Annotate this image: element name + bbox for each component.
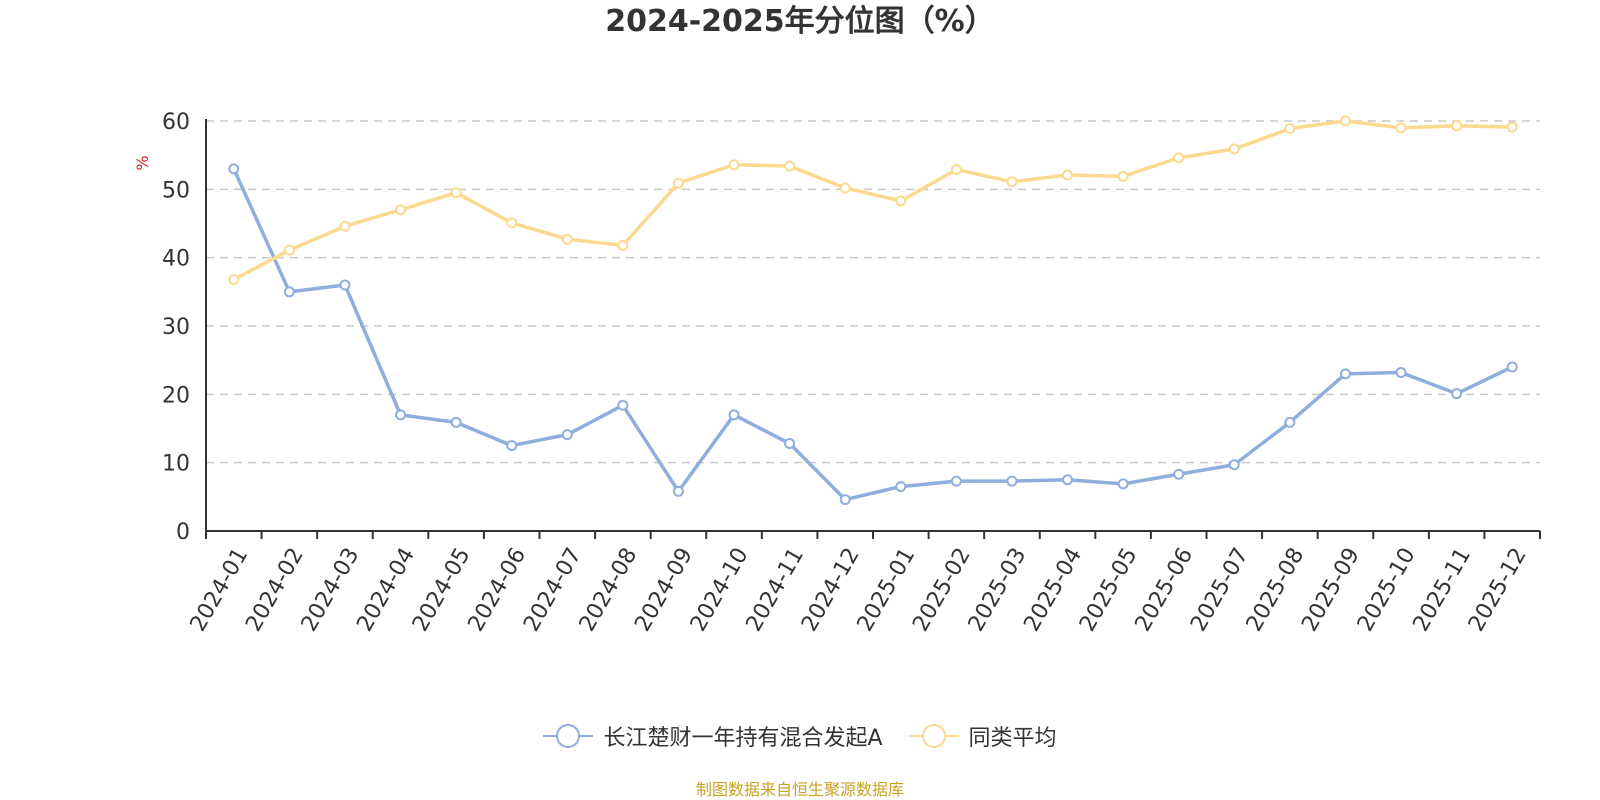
data-point-series-1 [506, 217, 518, 229]
data-point-series-0 [1284, 416, 1296, 428]
data-point-series-0 [1395, 366, 1407, 378]
data-point-series-1 [1284, 123, 1296, 135]
data-point-series-0 [1339, 368, 1351, 380]
data-point-series-0 [506, 440, 518, 452]
y-axis-label: % [133, 155, 152, 170]
y-tick-label: 40 [162, 247, 190, 272]
data-point-series-0 [1173, 468, 1185, 480]
y-tick-label: 60 [162, 110, 190, 135]
data-point-series-0 [728, 409, 740, 421]
legend-swatch-fund [543, 724, 594, 748]
data-point-series-1 [283, 244, 295, 256]
data-point-series-0 [339, 279, 351, 291]
y-tick-label: 10 [162, 452, 190, 477]
y-tick-label: 50 [162, 178, 190, 203]
data-point-series-0 [1451, 388, 1463, 400]
data-point-series-1 [617, 239, 629, 251]
data-point-series-1 [1228, 143, 1240, 155]
series-line-0 [232, 168, 1513, 502]
data-point-series-1 [895, 195, 907, 207]
data-point-series-0 [1506, 361, 1518, 373]
data-point-series-1 [1062, 169, 1074, 181]
data-point-series-1 [1339, 115, 1351, 127]
legend-item-average[interactable]: 同类平均 [908, 720, 1057, 752]
data-point-series-0 [617, 399, 629, 411]
data-point-series-0 [395, 409, 407, 421]
data-point-series-0 [450, 416, 462, 428]
chart-title: 2024-2025年分位图（%） [605, 4, 995, 39]
data-point-series-1 [339, 220, 351, 232]
data-point-series-0 [1117, 478, 1129, 490]
data-point-series-1 [728, 159, 740, 171]
series-line-1 [232, 119, 1513, 282]
y-tick-label: 30 [162, 315, 190, 340]
data-point-series-1 [1451, 120, 1463, 132]
data-point-series-0 [1062, 474, 1074, 486]
data-point-series-0 [1006, 475, 1018, 487]
data-point-series-1 [395, 204, 407, 216]
data-point-series-1 [450, 187, 462, 199]
data-point-series-0 [784, 438, 796, 450]
y-tick-label: 0 [176, 520, 190, 545]
data-point-series-0 [950, 475, 962, 487]
data-point-series-0 [561, 429, 573, 441]
source-note: 制图数据来自恒生聚源数据库 [695, 780, 904, 799]
data-point-series-1 [1173, 152, 1185, 164]
legend-item-fund[interactable]: 长江楚财一年持有混合发起A [543, 720, 883, 752]
data-point-series-1 [1506, 121, 1518, 133]
data-point-series-1 [1117, 170, 1129, 182]
data-point-series-1 [672, 177, 684, 189]
y-tick-label: 20 [162, 383, 190, 408]
legend: 长江楚财一年持有混合发起A 同类平均 [0, 720, 1600, 752]
data-point-series-1 [1395, 122, 1407, 134]
data-point-series-0 [1228, 459, 1240, 471]
data-point-series-1 [1006, 176, 1018, 188]
data-point-series-0 [672, 485, 684, 497]
legend-swatch-average [908, 724, 959, 748]
legend-label-average: 同类平均 [968, 726, 1057, 751]
data-point-series-1 [784, 160, 796, 172]
data-point-series-1 [950, 164, 962, 176]
data-point-series-0 [895, 481, 907, 493]
legend-label-fund: 长江楚财一年持有混合发起A [603, 726, 883, 751]
data-point-series-1 [561, 233, 573, 245]
data-point-series-0 [839, 494, 851, 506]
data-point-series-1 [228, 274, 240, 286]
data-point-series-0 [283, 286, 295, 298]
data-point-series-1 [839, 182, 851, 194]
data-point-series-0 [228, 163, 240, 175]
